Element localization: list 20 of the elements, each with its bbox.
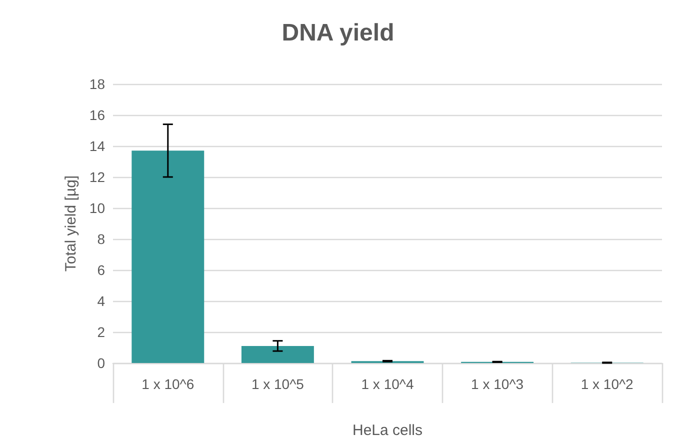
x-tick-label: 1 x 10^6 <box>142 376 194 392</box>
y-tick-label: 6 <box>97 262 106 278</box>
y-tick-label: 10 <box>89 200 106 216</box>
y-tick-label: 8 <box>97 231 106 247</box>
x-tick-label: 1 x 10^4 <box>361 376 414 392</box>
chart-title: DNA yield <box>282 20 394 46</box>
bar <box>132 150 204 363</box>
x-axis-title: HeLa cells <box>352 422 423 439</box>
y-tick-label: 18 <box>89 76 106 92</box>
y-tick-label: 0 <box>97 355 106 371</box>
x-tick-label: 1 x 10^5 <box>251 376 304 392</box>
x-tick-label: 1 x 10^2 <box>580 376 634 392</box>
x-tick-label: 1 x 10^3 <box>471 376 524 392</box>
y-tick-label: 4 <box>97 293 106 309</box>
y-axis-title: Total yield [µg] <box>62 175 80 272</box>
y-tick-label: 14 <box>89 138 106 154</box>
bar <box>241 346 314 363</box>
y-tick-label: 2 <box>97 324 106 340</box>
y-tick-label: 16 <box>89 107 106 123</box>
y-tick-label: 12 <box>89 169 106 185</box>
